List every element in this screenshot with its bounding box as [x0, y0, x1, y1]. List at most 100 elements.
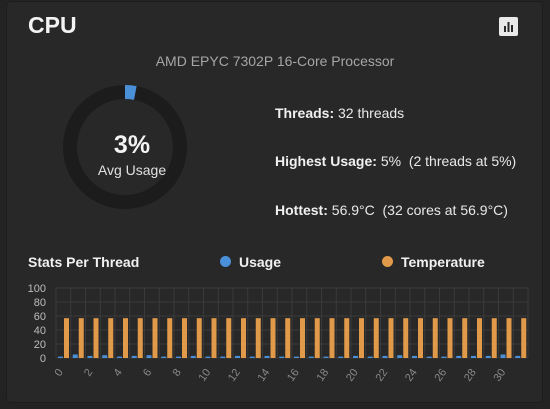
temperature-bar	[344, 318, 350, 358]
temperature-bar	[241, 318, 246, 358]
usage-bar	[308, 356, 314, 358]
usage-bar	[249, 356, 255, 358]
temperature-bar	[300, 318, 305, 358]
temperature-bar	[93, 318, 99, 358]
usage-legend-dot	[220, 256, 231, 267]
temperature-bar	[211, 318, 217, 358]
y-tick-label: 100	[28, 283, 46, 295]
temperature-bar	[491, 318, 497, 358]
temperature-bar	[226, 318, 232, 358]
x-tick-label: 24	[403, 367, 420, 384]
x-tick-label: 16	[285, 367, 302, 384]
x-tick-label: 20	[344, 367, 361, 384]
usage-bar	[412, 355, 417, 358]
usage-bar	[279, 356, 285, 358]
usage-bar	[102, 355, 108, 358]
temperature-bar	[329, 318, 335, 358]
usage-bar	[220, 356, 226, 358]
usage-bar	[471, 355, 476, 358]
x-tick-label: 8	[170, 367, 183, 379]
usage-bar	[235, 355, 240, 358]
temperature-bar	[64, 318, 69, 358]
temperature-bar	[108, 318, 114, 358]
usage-legend-label[interactable]: Usage	[239, 254, 282, 270]
processor-name: AMD EPYC 7302P 16-Core Processor	[155, 53, 395, 69]
usage-bar	[146, 355, 152, 358]
hottest-label: Hottest:	[275, 202, 328, 218]
temperature-bar	[182, 318, 187, 358]
temperature-bar	[270, 318, 276, 358]
usage-bar	[382, 355, 388, 358]
card-title: CPU	[28, 12, 77, 38]
highest-usage-label: Highest Usage:	[275, 153, 377, 169]
temperature-bar	[285, 318, 291, 358]
x-tick-label: 18	[314, 367, 331, 384]
stats-per-thread-label: Stats Per Thread	[28, 254, 140, 270]
temperature-bar	[255, 318, 261, 358]
temperature-bar	[137, 318, 143, 358]
gauge-value: 3%	[113, 131, 151, 159]
usage-bar	[58, 356, 63, 358]
usage-bar	[367, 356, 373, 358]
usage-gauge	[63, 85, 187, 209]
temperature-bar	[359, 318, 364, 358]
temperature-legend-dot	[382, 256, 393, 267]
usage-bar	[176, 356, 181, 358]
hottest-row: Hottest: 56.9°C (32 cores at 56.9°C)	[275, 202, 508, 218]
usage-bar	[264, 355, 270, 358]
x-tick-label: 28	[462, 367, 479, 384]
usage-bar	[161, 356, 167, 358]
usage-bar	[515, 355, 521, 358]
y-tick-label: 80	[34, 297, 46, 309]
x-tick-label: 22	[373, 367, 390, 384]
temperature-bar	[432, 318, 438, 358]
x-tick-label: 10	[196, 367, 213, 384]
highest-usage-value: 5% (2 threads at 5%)	[380, 153, 517, 169]
x-tick-label: 4	[111, 367, 124, 379]
usage-bar	[353, 355, 358, 358]
temperature-bar	[477, 318, 482, 358]
temperature-bar	[506, 318, 512, 358]
temperature-bar	[373, 318, 379, 358]
usage-bar	[72, 354, 78, 358]
usage-bar	[294, 356, 299, 358]
usage-bar	[87, 355, 93, 358]
bar-chart-icon[interactable]	[499, 17, 518, 36]
temperature-bar	[314, 318, 320, 358]
x-tick-label: 12	[226, 367, 243, 384]
temperature-bar	[418, 318, 423, 358]
usage-bar	[190, 355, 196, 358]
y-tick-label: 20	[34, 339, 46, 351]
temperature-bar	[462, 318, 468, 358]
temperature-bar	[167, 318, 173, 358]
highest-usage-row: Highest Usage: 5% (2 threads at 5%)	[275, 153, 516, 169]
usage-bar	[205, 356, 211, 358]
temperature-bar	[123, 318, 128, 358]
temperature-bar	[78, 318, 84, 358]
usage-gauge-fill	[63, 85, 187, 209]
x-tick-label: 14	[255, 367, 272, 384]
x-tick-label: 30	[491, 367, 508, 384]
x-tick-label: 0	[52, 367, 65, 379]
temperature-bar	[152, 318, 158, 358]
usage-bar	[338, 356, 344, 358]
x-tick-label: 26	[432, 367, 449, 384]
y-tick-label: 40	[34, 325, 46, 337]
threads-value: 32 threads	[338, 105, 405, 121]
x-tick-label: 2	[82, 367, 95, 379]
gauge-label: Avg Usage	[97, 162, 167, 178]
temperature-bar	[521, 318, 527, 358]
x-tick-label: 6	[141, 367, 154, 379]
usage-bar	[426, 356, 432, 358]
usage-bar	[500, 354, 506, 358]
temperature-bar	[196, 318, 202, 358]
threads-row: Threads: 32 threads	[275, 105, 404, 121]
hottest-value: 56.9°C (32 cores at 56.9°C)	[331, 202, 508, 218]
temperature-legend-label[interactable]: Temperature	[401, 254, 485, 270]
usage-bar	[485, 355, 491, 358]
temperature-bar	[388, 318, 394, 358]
usage-bar	[456, 355, 462, 358]
y-tick-label: 0	[40, 353, 46, 365]
usage-bar	[441, 356, 447, 358]
